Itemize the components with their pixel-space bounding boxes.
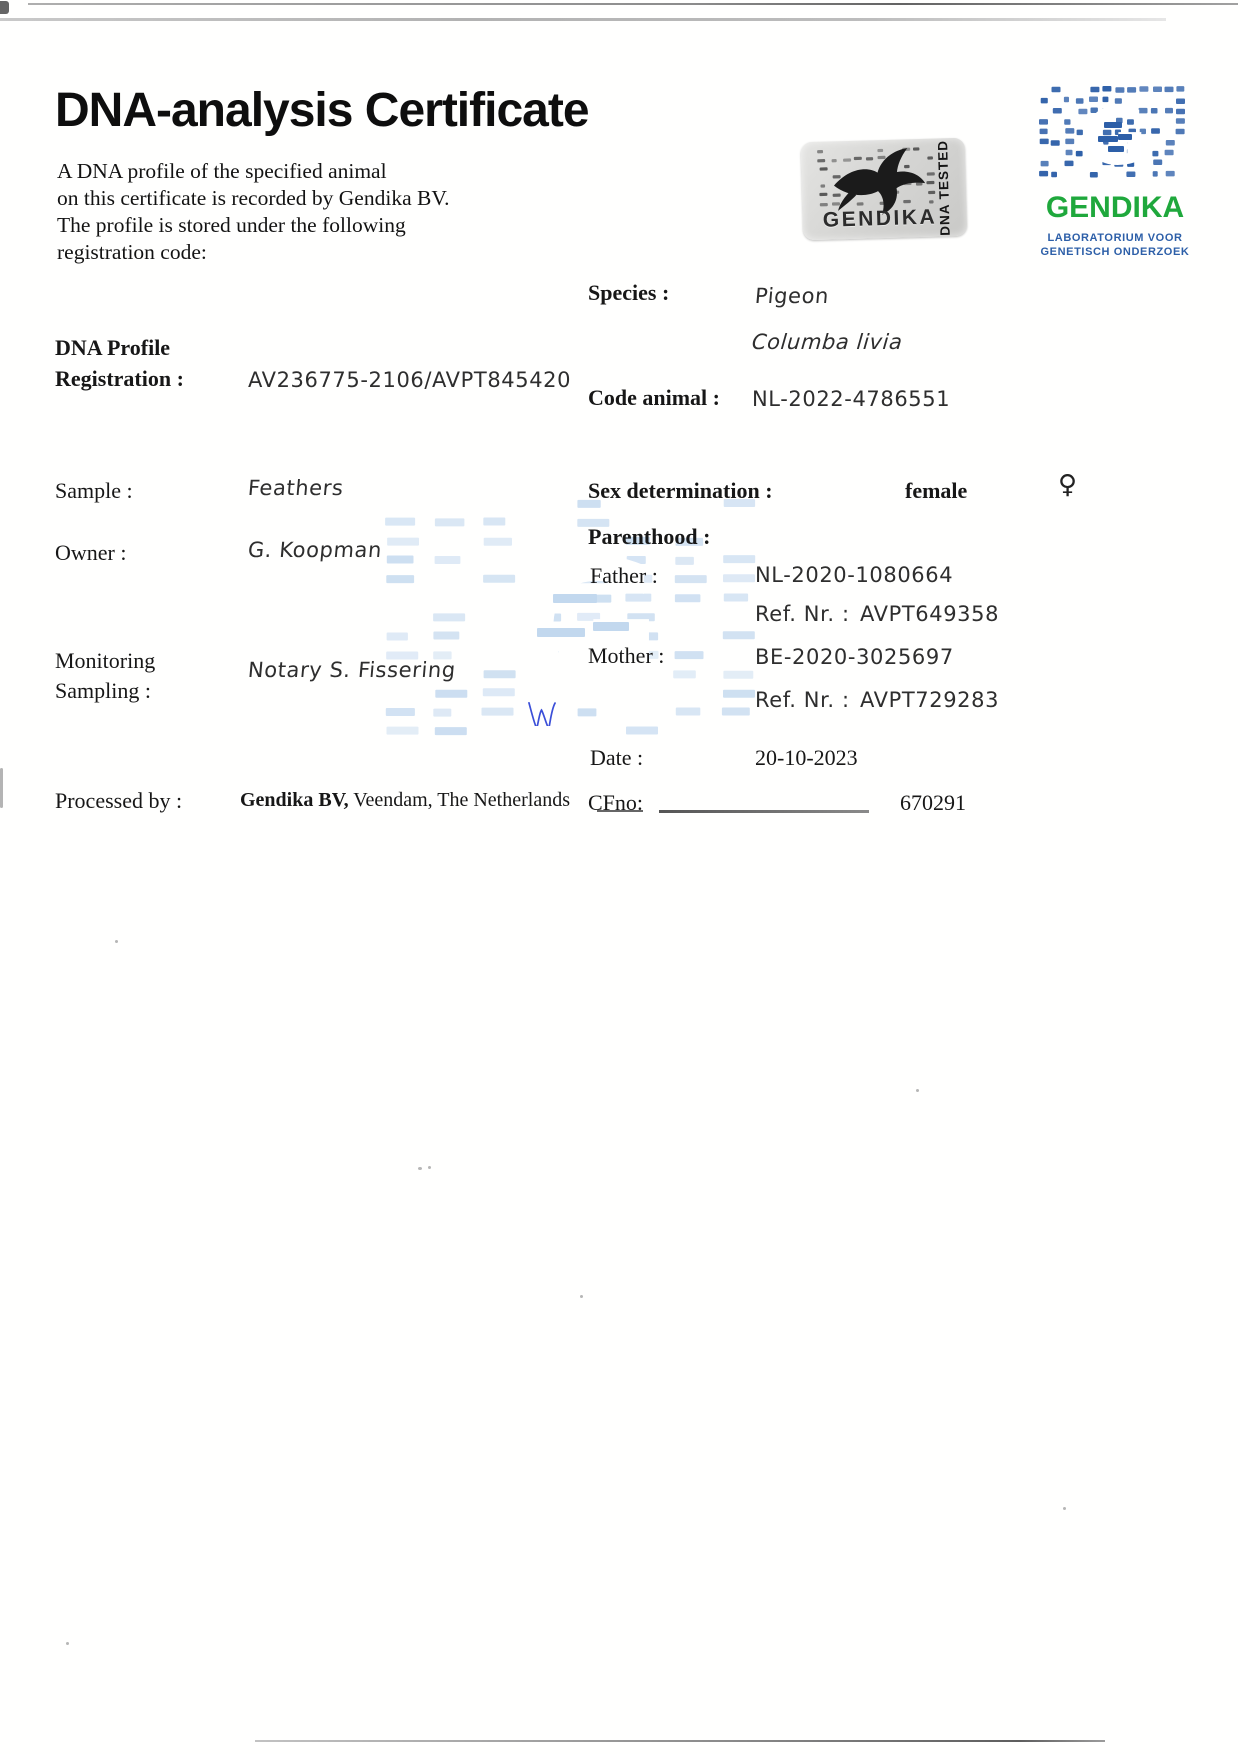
scan-speck [418,1167,422,1170]
intro-paragraph: A DNA profile of the specified animal on… [57,158,449,266]
dna-profile-value: AV236775-2106/AVPT845420 [248,368,572,392]
sex-determination-label: Sex determination : [588,478,773,503]
gendika-logo: G GENDIKA LABORATORIUM VOOR GENETISCH ON… [1038,86,1192,259]
processed-by-location: Veendam, The Netherlands [348,789,570,811]
father-value: NL-2020-1080664 [755,563,954,587]
owner-label: Owner : [55,540,127,565]
sex-determination-value: female [905,478,968,503]
scan-speck [115,940,118,943]
mother-label: Mother : [588,643,665,668]
owner-value: G. Koopman [246,538,384,562]
father-ref-label: Ref. Nr. : [755,602,850,626]
female-symbol: ♀ [1058,470,1078,500]
date-value: 20-10-2023 [755,745,858,770]
species-label: Species : [588,280,670,305]
monitoring-label-line2: Sampling : [55,678,151,703]
scan-line-top-2 [0,18,1166,21]
scan-edge-mark [0,768,3,808]
intro-line: A DNA profile of the specified animal [57,159,387,183]
scan-speck [428,1166,431,1169]
logo-subtitle-1: LABORATORIUM VOOR [1047,232,1183,244]
monitoring-value: Notary S. Fissering [246,658,457,682]
logo-subtitle-2: GENETISCH ONDERZOEK [1040,246,1190,258]
scan-line-mid-1 [597,810,643,812]
signature-mark [528,702,556,726]
species-latin-name: Columba livia [750,330,904,354]
logo-wordmark: GENDIKA [1045,191,1185,224]
mother-ref-value: AVPT729283 [860,688,1000,712]
scan-speck [66,1642,69,1645]
date-label: Date : [590,745,644,770]
cfno-label: CFno: [588,790,644,815]
processed-by-label: Processed by : [55,788,183,813]
gel-g-logo-icon: G [1039,86,1185,183]
scan-line-mid-2 [659,810,869,813]
pigeon-icon [833,148,926,215]
father-ref-value: AVPT649358 [860,602,1000,626]
cfno-value: 670291 [900,790,966,815]
scan-speck [580,1295,583,1298]
intro-line: on this certificate is recorded by Gendi… [57,186,450,210]
scan-line-top [28,3,1238,5]
hologram-sticker: GENDIKA DNA TESTED [800,137,968,241]
code-animal-value: NL-2022-4786551 [752,387,951,411]
parenthood-label: Parenthood : [588,524,711,549]
scan-line-bottom [255,1740,1105,1742]
intro-line: registration code: [57,240,207,264]
gel-watermark: G [385,499,756,741]
species-value: Pigeon [753,284,831,308]
scan-corner-mark [0,1,9,14]
sample-label: Sample : [55,478,133,503]
sticker-brand-text: GENDIKA [822,205,938,232]
mother-value: BE-2020-3025697 [755,645,954,669]
dna-profile-label-line2: Registration : [55,366,184,391]
mother-ref-label: Ref. Nr. : [755,688,850,712]
intro-line: The profile is stored under the followin… [57,213,406,237]
father-label: Father : [590,563,658,588]
sample-value: Feathers [246,476,345,500]
code-animal-label: Code animal : [588,385,720,410]
monitoring-label-line1: Monitoring [55,648,156,673]
scan-speck [1063,1507,1066,1510]
page-title: DNA-analysis Certificate [55,84,590,137]
processed-by-value: Gendika BV, Veendam, The Netherlands [240,789,570,812]
sticker-dna-tested-text: DNA TESTED [935,139,953,236]
scan-speck [916,1089,919,1092]
dna-profile-label-line1: DNA Profile [55,335,171,360]
processed-by-company: Gendika BV, [240,789,349,811]
